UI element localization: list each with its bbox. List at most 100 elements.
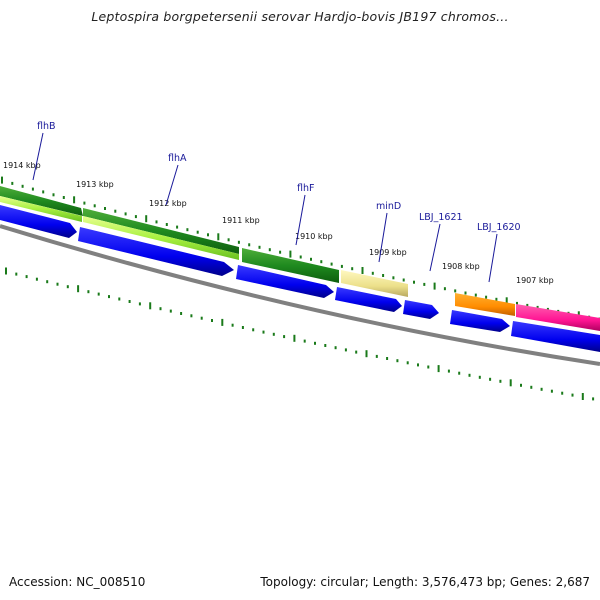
minor-tick <box>252 328 255 332</box>
minor-tick <box>355 350 358 354</box>
minor-tick <box>279 250 282 254</box>
minor-tick <box>93 204 96 208</box>
minor-tick <box>231 323 234 327</box>
minor-tick <box>118 297 121 301</box>
minor-tick <box>11 181 14 185</box>
minor-tick <box>207 233 209 237</box>
minor-tick <box>468 373 471 377</box>
minor-tick <box>396 359 399 363</box>
gene-labels: flhB flhA flhF minD LBJ_1621 LBJ_1620 <box>37 121 521 233</box>
map-title: Leptospira borgpetersenii serovar Hardjo… <box>91 9 509 24</box>
gene-label-leaders <box>32 132 498 283</box>
minor-tick <box>272 332 275 336</box>
kbp-label: 1913 kbp <box>76 180 114 189</box>
minor-tick <box>134 215 137 219</box>
minor-tick <box>180 312 183 315</box>
minor-tick <box>550 389 553 393</box>
gene-label-minD[interactable]: minD <box>376 201 401 212</box>
major-tick <box>149 302 152 310</box>
major-tick <box>361 267 364 274</box>
minor-tick <box>386 357 389 360</box>
feature-LBJ_1621[interactable] <box>455 293 515 316</box>
cds-arrow-LBJ_1621-prev[interactable] <box>403 300 439 319</box>
minor-tick <box>478 375 481 379</box>
feature-flhA-lime[interactable] <box>83 216 239 260</box>
major-tick <box>505 297 508 305</box>
major-tick <box>5 267 7 275</box>
minor-tick <box>530 385 533 389</box>
cds-arrow-minD[interactable] <box>335 287 402 312</box>
minor-tick <box>536 305 539 309</box>
major-tick <box>581 393 584 400</box>
minor-tick <box>196 230 199 234</box>
feature-flhB-lime[interactable] <box>0 196 82 222</box>
minor-tick <box>516 301 518 305</box>
cds-arrow-flhF[interactable] <box>236 265 334 298</box>
outer-tick-marks <box>1 176 600 321</box>
gene-label-LBJ_1621[interactable]: LBJ_1621 <box>419 212 463 223</box>
minor-tick <box>186 228 189 232</box>
minor-tick <box>176 225 179 229</box>
minor-tick <box>495 297 498 301</box>
minor-tick <box>540 387 543 391</box>
cds-arrow-flhA[interactable] <box>78 227 234 276</box>
minor-tick <box>458 371 461 375</box>
minor-tick <box>124 212 127 216</box>
genome-summary-text: Topology: circular; Length: 3,576,473 bp… <box>260 575 590 589</box>
minor-tick <box>402 278 405 282</box>
minor-tick <box>320 260 323 264</box>
minor-tick <box>520 383 522 387</box>
minor-tick <box>351 267 354 271</box>
gene-label-LBJ_1620[interactable]: LBJ_1620 <box>477 222 521 233</box>
feature-minD[interactable] <box>341 270 408 297</box>
minor-tick <box>237 240 240 244</box>
minor-tick <box>87 290 90 294</box>
minor-tick <box>485 295 488 299</box>
minor-tick <box>165 223 168 226</box>
minor-tick <box>330 262 333 266</box>
major-tick <box>293 334 296 342</box>
feature-flhF[interactable] <box>242 248 339 283</box>
cds-arrow-flhB[interactable] <box>0 205 77 238</box>
major-tick <box>1 176 3 184</box>
minor-tick <box>310 257 312 261</box>
gene-label-flhB[interactable]: flhB <box>37 121 56 132</box>
minor-tick <box>108 295 110 299</box>
minor-tick <box>423 282 426 286</box>
feature-LBJ_1620[interactable] <box>516 304 600 331</box>
minor-tick <box>21 184 24 188</box>
gene-label-flhF[interactable]: flhF <box>297 183 314 194</box>
major-tick <box>289 250 292 258</box>
accession-text: Accession: NC_008510 <box>9 575 146 589</box>
kbp-label: 1909 kbp <box>369 248 407 257</box>
minor-tick <box>15 272 18 276</box>
minor-tick <box>62 196 65 199</box>
major-tick <box>77 285 80 293</box>
kbp-label: 1912 kbp <box>149 199 187 208</box>
cds-arrow-LBJ_1621[interactable] <box>450 310 510 332</box>
minor-tick <box>66 285 69 289</box>
minor-tick <box>303 339 306 343</box>
minor-tick <box>46 280 49 284</box>
minor-tick <box>35 277 38 281</box>
minor-tick <box>344 348 347 352</box>
minor-tick <box>340 264 343 268</box>
minor-tick <box>190 314 193 318</box>
feature-flhA[interactable] <box>83 208 239 254</box>
minor-tick <box>169 309 172 313</box>
minor-tick <box>314 341 316 345</box>
minor-tick <box>200 316 203 320</box>
cds-arrow-LBJ_1620[interactable] <box>511 321 600 352</box>
minor-tick <box>114 209 117 213</box>
minor-tick <box>52 193 55 197</box>
cds-track <box>0 205 600 352</box>
gene-label-flhA[interactable]: flhA <box>168 153 187 164</box>
minor-tick <box>159 307 162 311</box>
minor-tick <box>592 397 595 401</box>
minor-tick <box>31 187 34 191</box>
minor-tick <box>138 302 141 306</box>
feature-flhB[interactable] <box>0 186 83 216</box>
minor-tick <box>417 363 419 367</box>
major-tick <box>73 196 76 204</box>
